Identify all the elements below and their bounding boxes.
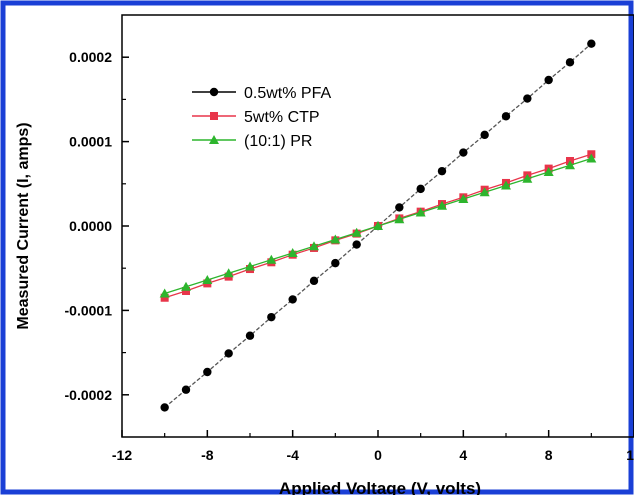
data-point-10-1-pr [543, 166, 554, 176]
data-point-0-5wt-pfa [331, 258, 340, 268]
x-tick-label: 0 [374, 447, 382, 463]
data-point-0-5wt-pfa [544, 75, 553, 85]
x-tick-label: 12 [626, 447, 634, 463]
series-10-1-pr [159, 153, 597, 298]
legend-label-0-5wt-pfa: 0.5wt% PFA [244, 85, 331, 102]
data-point-0-5wt-pfa [309, 276, 319, 286]
data-point-10-1-pr [415, 207, 426, 217]
data-point-0-5wt-pfa [587, 39, 596, 48]
data-point-10-1-pr [330, 234, 341, 244]
data-point-10-1-pr [287, 248, 298, 258]
data-point-0-5wt-pfa [523, 94, 532, 103]
data-point-10-1-pr [202, 275, 213, 285]
data-point-10-1-pr [223, 268, 234, 278]
data-point-10-1-pr [266, 254, 277, 264]
data-point-10-1-pr [458, 193, 469, 203]
y-tick-label: -0.0001 [65, 302, 113, 318]
legend-marker-10-1-pr [209, 135, 219, 144]
data-point-0-5wt-pfa [459, 148, 468, 157]
y-axis-ticks: -0.0002 -0.0001 0.0000 0.0001 0.0002 [65, 49, 129, 403]
data-point-0-5wt-pfa [267, 312, 276, 322]
y-axis-label: Measured Current (I, amps) [15, 122, 32, 329]
data-point-10-1-pr [394, 214, 405, 224]
data-point-0-5wt-pfa [224, 349, 233, 358]
data-point-0-5wt-pfa [181, 385, 191, 394]
data-point-0-5wt-pfa [437, 166, 447, 176]
data-point-10-1-pr [437, 200, 447, 210]
legend-label-10-1-pr: (10:1) PR [244, 133, 312, 150]
y-tick-label: -0.0002 [65, 387, 113, 403]
data-point-0-5wt-pfa [203, 367, 212, 377]
data-point-10-1-pr [501, 180, 511, 190]
x-axis-ticks: -12 -8 -4 0 4 8 12 [112, 430, 634, 463]
data-point-0-5wt-pfa [288, 295, 297, 304]
legend: 0.5wt% PFA 5wt% CTP (10:1) PR [192, 85, 331, 150]
x-tick-label: -8 [201, 447, 214, 463]
legend-marker-5wt-ctp [210, 112, 218, 120]
data-point-0-5wt-pfa [160, 403, 169, 412]
data-point-10-1-pr [245, 261, 255, 271]
x-tick-label: -12 [112, 447, 132, 463]
data-point-10-1-pr [181, 281, 191, 291]
x-tick-label: 8 [545, 447, 553, 463]
data-point-0-5wt-pfa [565, 58, 575, 67]
data-point-5wt-ctp [160, 293, 169, 302]
legend-marker-0-5wt-pfa [209, 87, 219, 97]
data-point-10-1-pr [159, 288, 170, 298]
x-tick-label: -4 [286, 447, 299, 463]
data-point-10-1-pr [565, 160, 575, 170]
data-point-10-1-pr [522, 173, 533, 183]
data-point-0-5wt-pfa [352, 240, 361, 249]
y-tick-label: 0.0001 [69, 134, 112, 150]
y-tick-label: 0.0000 [69, 218, 112, 234]
data-point-0-5wt-pfa [501, 112, 511, 121]
series-layer [159, 39, 597, 412]
series-0-5wt-pfa [160, 39, 596, 412]
data-point-10-1-pr [586, 153, 597, 163]
data-point-10-1-pr [479, 187, 490, 197]
series-line-0-5wt-pfa [164, 43, 592, 408]
data-point-0-5wt-pfa [245, 331, 255, 340]
y-tick-label: 0.0002 [69, 49, 112, 65]
data-point-10-1-pr [351, 227, 362, 237]
data-point-0-5wt-pfa [480, 130, 489, 140]
x-tick-label: 4 [459, 447, 467, 463]
x-axis-label: Applied Voltage (V, volts) [279, 479, 481, 495]
data-point-10-1-pr [373, 221, 383, 230]
legend-label-5wt-ctp: 5wt% CTP [244, 109, 320, 126]
data-point-0-5wt-pfa [416, 184, 425, 194]
data-point-0-5wt-pfa [395, 203, 404, 212]
data-point-10-1-pr [309, 241, 319, 251]
data-point-5wt-ctp [182, 286, 190, 295]
